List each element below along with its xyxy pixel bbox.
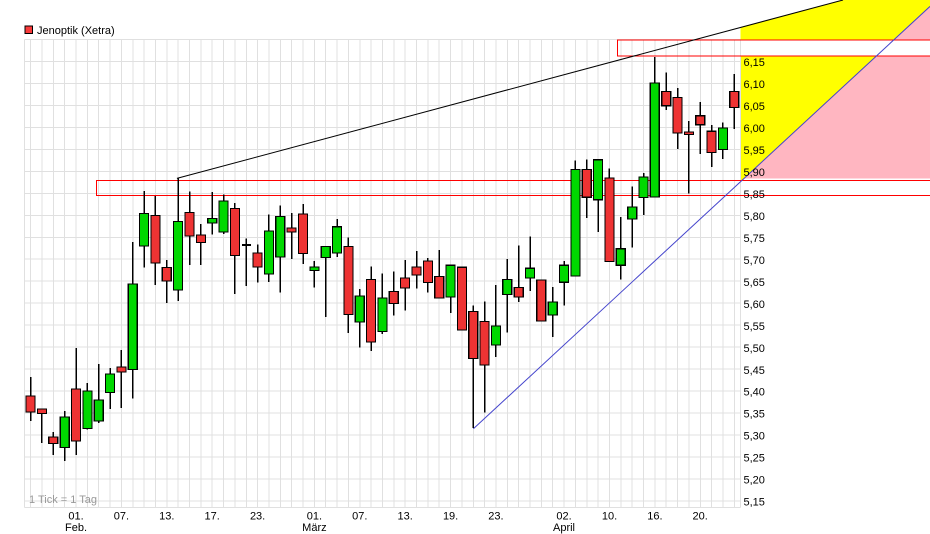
svg-text:10.: 10. <box>602 511 617 523</box>
svg-text:5,40: 5,40 <box>744 387 765 399</box>
svg-text:5,85: 5,85 <box>744 189 765 201</box>
svg-text:5,75: 5,75 <box>744 233 765 245</box>
svg-text:5,65: 5,65 <box>744 277 765 289</box>
svg-text:1 Tick = 1 Tag: 1 Tick = 1 Tag <box>29 494 97 506</box>
svg-text:März: März <box>302 522 326 534</box>
svg-text:5,70: 5,70 <box>744 255 765 267</box>
svg-text:13.: 13. <box>159 511 174 523</box>
svg-text:16.: 16. <box>647 511 662 523</box>
svg-text:5,60: 5,60 <box>744 299 765 311</box>
svg-text:19.: 19. <box>443 511 458 523</box>
svg-text:5,25: 5,25 <box>744 453 765 465</box>
svg-text:6,05: 6,05 <box>744 101 765 113</box>
svg-text:5,45: 5,45 <box>744 365 765 377</box>
svg-text:07.: 07. <box>114 511 129 523</box>
svg-text:5,50: 5,50 <box>744 343 765 355</box>
svg-text:23.: 23. <box>250 511 265 523</box>
svg-text:5,80: 5,80 <box>744 211 765 223</box>
svg-text:5,20: 5,20 <box>744 475 765 487</box>
svg-text:5,95: 5,95 <box>744 145 765 157</box>
svg-text:Jenoptik (Xetra): Jenoptik (Xetra) <box>37 25 115 37</box>
svg-text:5,90: 5,90 <box>744 167 765 179</box>
svg-text:23.: 23. <box>488 511 503 523</box>
svg-text:6,10: 6,10 <box>744 79 765 91</box>
svg-text:01.: 01. <box>68 511 83 523</box>
svg-text:02.: 02. <box>556 511 571 523</box>
svg-text:6,00: 6,00 <box>744 123 765 135</box>
svg-text:5,55: 5,55 <box>744 321 765 333</box>
svg-text:13.: 13. <box>398 511 413 523</box>
svg-text:Feb.: Feb. <box>65 522 87 534</box>
svg-text:5,35: 5,35 <box>744 409 765 421</box>
svg-text:01.: 01. <box>307 511 322 523</box>
svg-text:April: April <box>553 522 575 534</box>
svg-text:6,15: 6,15 <box>744 57 765 69</box>
svg-text:20.: 20. <box>693 511 708 523</box>
svg-text:5,30: 5,30 <box>744 431 765 443</box>
svg-text:07.: 07. <box>352 511 367 523</box>
svg-text:17.: 17. <box>205 511 220 523</box>
svg-text:5,15: 5,15 <box>744 497 765 509</box>
